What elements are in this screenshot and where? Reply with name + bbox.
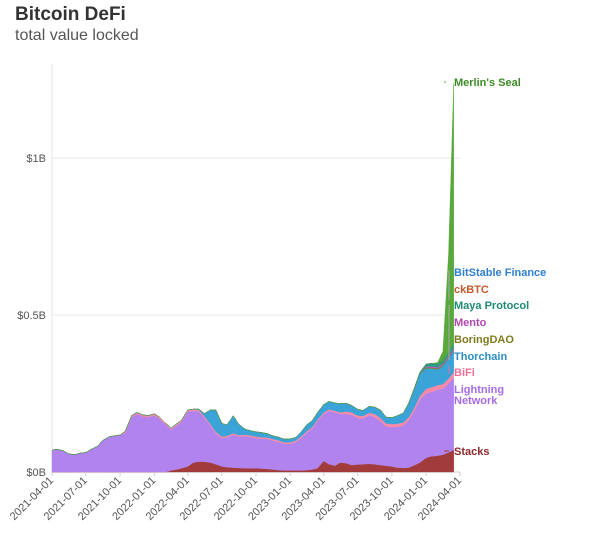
x-axis-ticks: 2021-04-012021-07-012021-10-012022-01-01… xyxy=(8,472,464,523)
series-label: Merlin's Seal xyxy=(454,77,521,89)
series-label: BiFi xyxy=(454,367,475,379)
series-label: ckBTC xyxy=(454,284,489,296)
series-label: BoringDAO xyxy=(454,334,514,346)
series-label: Lightning xyxy=(454,384,504,396)
y-axis-ticks: $0B $0.5B $1B xyxy=(17,153,46,479)
series-label: Mento xyxy=(454,317,487,329)
chart-subtitle: total value locked xyxy=(15,27,139,44)
grid-lines xyxy=(51,64,460,473)
y-tick-label: $0.5B xyxy=(17,310,46,322)
area-merlin-s-seal xyxy=(51,83,454,455)
y-tick-label: $1B xyxy=(26,153,46,165)
series-label: BitStable Finance xyxy=(454,267,546,279)
series-label: Thorchain xyxy=(454,351,507,363)
area-series xyxy=(51,83,454,473)
series-label: Network xyxy=(454,395,498,407)
y-tick-label: $0B xyxy=(26,467,46,479)
chart-title: Bitcoin DeFi xyxy=(15,4,126,25)
series-label: Stacks xyxy=(454,446,489,458)
series-label: Maya Protocol xyxy=(454,300,529,312)
series-labels: Merlin's Seal BitStable Finance ckBTC Maya … xyxy=(444,77,546,458)
